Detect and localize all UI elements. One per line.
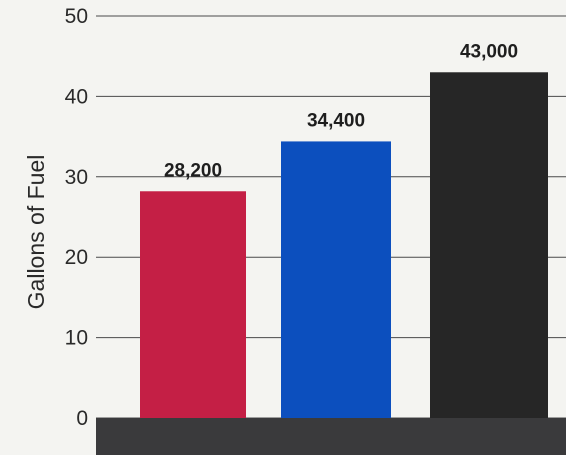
- y-tick-10: 10: [65, 327, 88, 350]
- baseline-band-rect: [96, 418, 566, 455]
- bar-2: [281, 141, 391, 418]
- y-tick-labels: 0 10 20 30 40 50: [65, 5, 88, 430]
- baseline-band: [96, 418, 566, 455]
- y-tick-40: 40: [65, 85, 88, 108]
- bars: [140, 72, 548, 418]
- y-tick-0: 0: [76, 407, 88, 430]
- data-label-1: 28,200: [164, 160, 222, 181]
- bar-3: [430, 72, 548, 418]
- data-label-3: 43,000: [460, 41, 518, 62]
- data-labels: 28,200 34,400 43,000: [164, 41, 518, 181]
- y-tick-20: 20: [65, 246, 88, 269]
- data-label-2: 34,400: [307, 110, 365, 131]
- y-tick-30: 30: [65, 166, 88, 189]
- bar-1: [140, 191, 246, 418]
- y-axis-label: Gallons of Fuel: [23, 155, 49, 310]
- y-tick-50: 50: [65, 5, 88, 28]
